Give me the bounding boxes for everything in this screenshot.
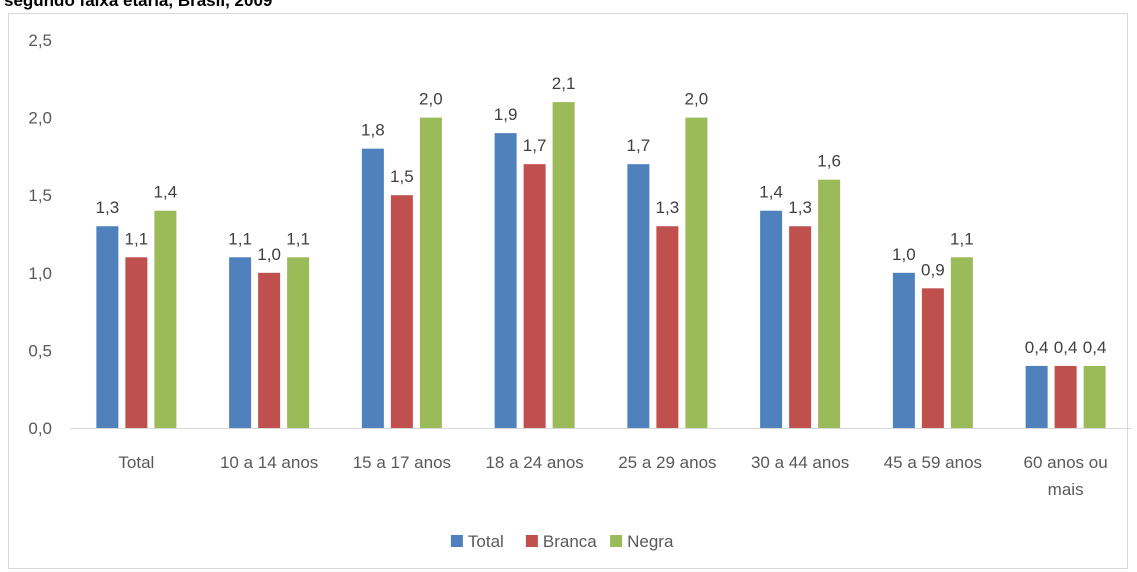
data-label: 2,0	[685, 90, 709, 109]
data-label: 1,1	[286, 229, 310, 248]
data-label: 0,4	[1083, 338, 1107, 357]
data-label: 1,3	[788, 198, 812, 217]
x-axis: Total 10 a 14 anos 15 a 17 anos 18 a 24 ano…	[70, 428, 1132, 499]
data-label: 0,4	[1025, 338, 1049, 357]
data-label: 2,0	[419, 90, 443, 109]
data-label: 1,8	[361, 121, 385, 140]
data-label: 1,1	[125, 229, 149, 248]
data-label: 1,6	[817, 152, 841, 171]
y-tick-label: 1,5	[28, 186, 52, 205]
chart-title: segundo faixa etária, Brasil, 2009	[4, 0, 273, 10]
bar	[361, 148, 384, 428]
data-label: 2,1	[552, 74, 576, 93]
bar	[419, 117, 442, 428]
data-label: 1,0	[257, 245, 281, 264]
data-label: 1,1	[228, 229, 252, 248]
bar	[96, 226, 119, 428]
x-tick-label: 10 a 14 anos	[220, 453, 318, 472]
data-label: 0,4	[1054, 338, 1078, 357]
bar	[552, 102, 575, 428]
legend-swatch	[525, 535, 538, 547]
x-tick-label: 30 a 44 anos	[751, 453, 849, 472]
legend-label: Total	[468, 532, 504, 551]
bar	[789, 226, 812, 428]
bar	[656, 226, 679, 428]
bar	[258, 272, 281, 428]
bar	[494, 133, 517, 428]
data-label: 0,9	[921, 260, 945, 279]
y-tick-label: 1,0	[28, 264, 52, 283]
x-tick-label: mais	[1048, 480, 1084, 499]
y-tick-label: 2,5	[28, 31, 52, 50]
x-tick-label: 25 a 29 anos	[618, 453, 716, 472]
data-label: 1,7	[523, 136, 547, 155]
chart-frame	[8, 13, 1128, 569]
x-tick-label: 18 a 24 anos	[485, 453, 583, 472]
legend: Total Branca Negra	[450, 532, 674, 551]
bar	[287, 257, 310, 428]
bar	[760, 210, 783, 428]
data-label: 1,1	[950, 229, 974, 248]
bar	[1025, 365, 1048, 428]
data-label: 1,9	[494, 105, 518, 124]
x-tick-label: Total	[118, 453, 154, 472]
bar	[921, 288, 944, 428]
bars: 1,3 1,1 1,4 1,1 1,0 1,1 1,8 1,5 2,0 1,9 1,7 2,1 1,7 1…	[96, 74, 1107, 428]
bar	[523, 164, 546, 428]
data-label: 1,4	[154, 183, 178, 202]
bar	[818, 179, 841, 428]
legend-label: Branca	[543, 532, 597, 551]
x-tick-label: 15 a 17 anos	[353, 453, 451, 472]
legend-swatch	[610, 535, 623, 547]
y-tick-label: 0,5	[28, 341, 52, 360]
x-tick-label: 45 a 59 anos	[884, 453, 982, 472]
data-label: 1,3	[96, 198, 120, 217]
bar	[154, 210, 177, 428]
data-label: 1,0	[892, 245, 916, 264]
data-label: 1,3	[656, 198, 680, 217]
bar	[685, 117, 708, 428]
bar	[390, 195, 413, 428]
bar	[892, 272, 915, 428]
data-label: 1,7	[627, 136, 651, 155]
bar	[1083, 365, 1106, 428]
y-tick-label: 0,0	[28, 419, 52, 438]
data-label: 1,4	[759, 183, 783, 202]
bar	[627, 164, 650, 428]
data-label: 1,5	[390, 167, 414, 186]
bar	[1054, 365, 1077, 428]
legend-label: Negra	[627, 532, 674, 551]
y-tick-label: 2,0	[28, 109, 52, 128]
bar	[229, 257, 252, 428]
y-axis: 0,0 0,5 1,0 1,5 2,0 2,5	[28, 31, 52, 438]
bar	[125, 257, 148, 428]
legend-swatch	[450, 535, 463, 547]
x-tick-label: 60 anos ou	[1024, 453, 1108, 472]
bar	[950, 257, 973, 428]
